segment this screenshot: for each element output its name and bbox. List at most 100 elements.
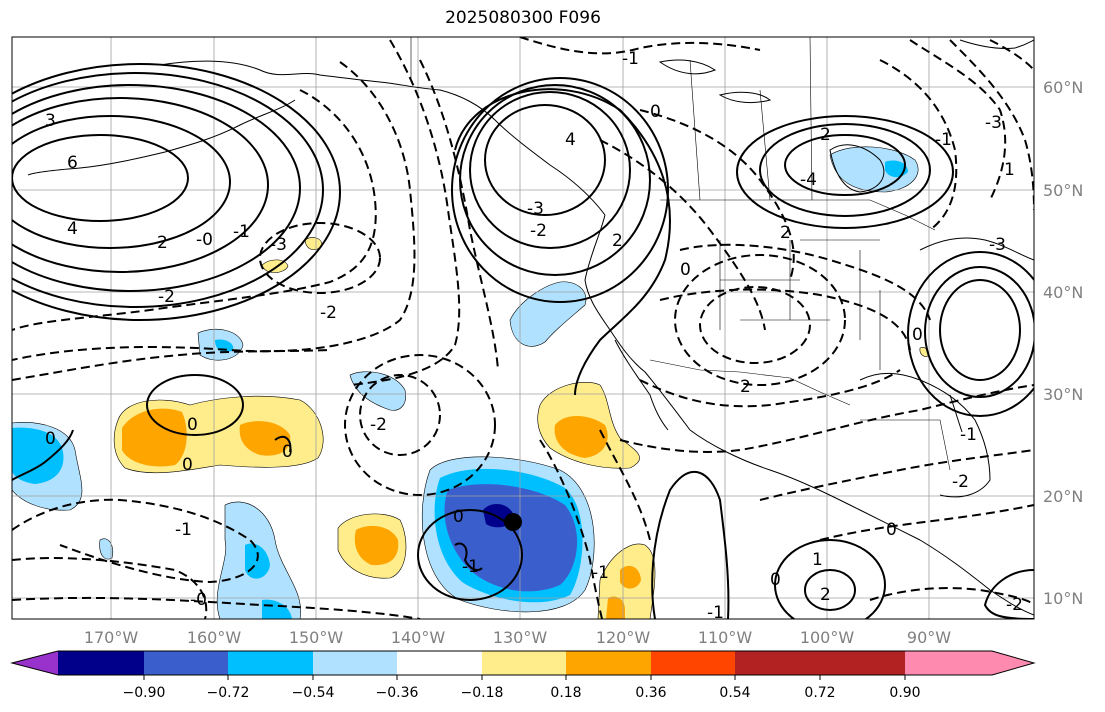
positive-anomaly-region (122, 408, 187, 467)
contour-line (924, 266, 1034, 398)
contour-line (349, 39, 461, 386)
contour-label: 0 (912, 325, 923, 345)
contour-line (939, 279, 1021, 381)
contour-line (879, 59, 958, 231)
contour-line (599, 139, 766, 331)
alaska-coastline (159, 60, 606, 216)
contour-line (819, 504, 1034, 541)
lon-label: 110°W (698, 628, 753, 647)
contour-label: 4 (565, 130, 576, 150)
lon-label: 100°W (800, 628, 855, 647)
contour-label: 2 (820, 125, 831, 145)
positive-anomaly-region (554, 415, 608, 458)
lon-label: 130°W (493, 628, 548, 647)
colorbar-swatch (820, 651, 905, 675)
contour-label: -0 (190, 590, 207, 610)
longitude-labels: 170°W 160°W 150°W 140°W 130°W 120°W 110°… (84, 628, 951, 647)
contour-line (12, 115, 231, 249)
contour-line (344, 354, 496, 496)
contour-label: -1 (592, 563, 609, 583)
contour-line (639, 109, 795, 281)
colorbar-outline (10, 650, 1036, 676)
contour-label: -3 (527, 199, 544, 219)
colorbar-label: 0.90 (889, 685, 920, 701)
negative-anomaly-region (99, 538, 113, 560)
lon-label: 160°W (187, 628, 242, 647)
map-title: 2025080300 F096 (445, 8, 601, 28)
colorbar-swatch (58, 651, 144, 675)
contour-label: 3 (45, 111, 56, 131)
arctic-island (658, 59, 717, 75)
colorbar: −0.90 −0.72 −0.54 −0.36 −0.18 0.18 0.36 … (10, 650, 1036, 701)
colorbar-label: −0.90 (123, 685, 166, 701)
contour-line (417, 509, 523, 601)
contour-line (454, 88, 671, 396)
colorbar-extend-high (905, 651, 1034, 675)
contour-line (12, 596, 421, 619)
lon-label: 150°W (289, 628, 344, 647)
contour-label: 0 (282, 442, 293, 462)
contour-line (639, 369, 901, 408)
contour-line (619, 384, 1034, 453)
contour-label: -2 (530, 221, 547, 241)
contour-line (774, 539, 886, 619)
contour-line (12, 97, 269, 273)
contour-label: -2 (320, 303, 337, 323)
greenland-edge (959, 39, 1034, 49)
contour-line (759, 449, 1034, 501)
contour-label: 2 (740, 377, 751, 397)
contour-line (454, 542, 483, 571)
aleutian-islands (27, 99, 296, 176)
colorbar-label: −0.36 (376, 685, 419, 701)
contour-label: -1 (960, 425, 977, 445)
contour-line (12, 84, 301, 292)
positive-contours (12, 63, 1034, 619)
florida (949, 394, 963, 433)
contour-line (983, 569, 1034, 619)
negative-anomaly-region (12, 427, 64, 484)
lat-label: 60°N (1043, 78, 1083, 97)
map-frame (11, 36, 1035, 620)
contour-line (651, 470, 730, 619)
contour-label: -2 (370, 415, 387, 435)
colorbar-swatch (735, 651, 820, 675)
contour-line (736, 115, 954, 229)
negative-contours (12, 37, 1034, 619)
contour-label: 1 (1004, 160, 1015, 180)
arctic-island (718, 91, 772, 104)
contour-label: 6 (67, 153, 78, 173)
contour-label: -3 (989, 235, 1006, 255)
contour-line (12, 429, 74, 481)
contour-line (12, 72, 324, 308)
colorbar-swatch (144, 651, 228, 675)
contour-label: -2 (952, 472, 969, 492)
hudson-bay (829, 144, 885, 193)
contour-label: 0 (680, 260, 691, 280)
negative-anomaly-region (349, 371, 406, 411)
colorbar-swatch (228, 651, 313, 675)
contour-label: 0 (886, 520, 897, 540)
contour-line (949, 39, 1034, 211)
contour-line (539, 439, 603, 619)
contour-label: 2 (157, 233, 168, 253)
us-mexico-border (649, 359, 851, 406)
contour-line (699, 286, 811, 364)
colorbar-swatch (566, 651, 651, 675)
contour-label: -4 (800, 170, 817, 190)
contour-line (12, 63, 341, 321)
contour-line (599, 429, 651, 541)
lon-label: 170°W (84, 628, 139, 647)
colorbar-swatch (313, 651, 397, 675)
contour-label: 2 (780, 223, 791, 243)
state-line (860, 419, 951, 471)
lat-label: 10°N (1043, 589, 1083, 608)
contour-label: -3 (270, 235, 287, 255)
lat-label: 30°N (1043, 385, 1083, 404)
contour-line (451, 77, 669, 303)
contour-label: -0 (196, 230, 213, 250)
positive-anomaly-region (620, 565, 641, 589)
position-marker (504, 513, 522, 531)
contour-label: -3 (985, 113, 1002, 133)
east-coast (919, 237, 1034, 261)
